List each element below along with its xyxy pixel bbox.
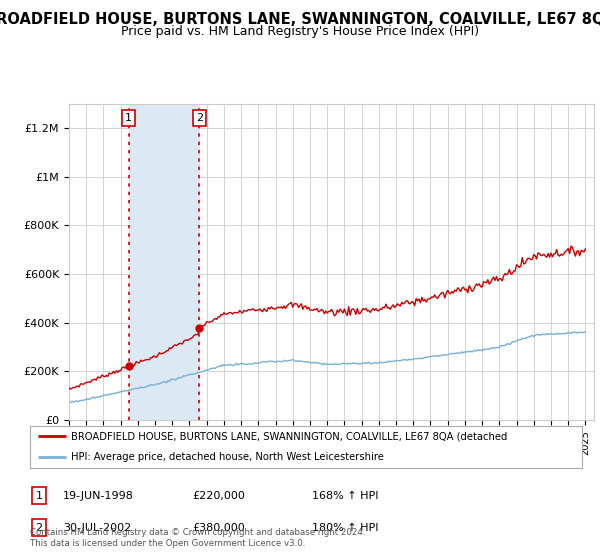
Bar	[129, 104, 199, 420]
Text: 30-JUL-2002: 30-JUL-2002	[63, 522, 131, 533]
Text: Price paid vs. HM Land Registry's House Price Index (HPI): Price paid vs. HM Land Registry's House …	[121, 25, 479, 38]
Text: 1: 1	[35, 491, 43, 501]
Text: BROADFIELD HOUSE, BURTONS LANE, SWANNINGTON, COALVILLE, LE67 8QA (detached: BROADFIELD HOUSE, BURTONS LANE, SWANNING…	[71, 431, 508, 441]
Text: 168% ↑ HPI: 168% ↑ HPI	[312, 491, 379, 501]
Text: 19-JUN-1998: 19-JUN-1998	[63, 491, 134, 501]
Text: BROADFIELD HOUSE, BURTONS LANE, SWANNINGTON, COALVILLE, LE67 8QA: BROADFIELD HOUSE, BURTONS LANE, SWANNING…	[0, 12, 600, 27]
Text: 1: 1	[125, 113, 132, 123]
Text: £220,000: £220,000	[192, 491, 245, 501]
Text: Contains HM Land Registry data © Crown copyright and database right 2024.
This d: Contains HM Land Registry data © Crown c…	[30, 528, 365, 548]
Text: 180% ↑ HPI: 180% ↑ HPI	[312, 522, 379, 533]
Text: 2: 2	[35, 522, 43, 533]
Text: 2: 2	[196, 113, 203, 123]
Text: HPI: Average price, detached house, North West Leicestershire: HPI: Average price, detached house, Nort…	[71, 452, 384, 462]
Text: £380,000: £380,000	[192, 522, 245, 533]
